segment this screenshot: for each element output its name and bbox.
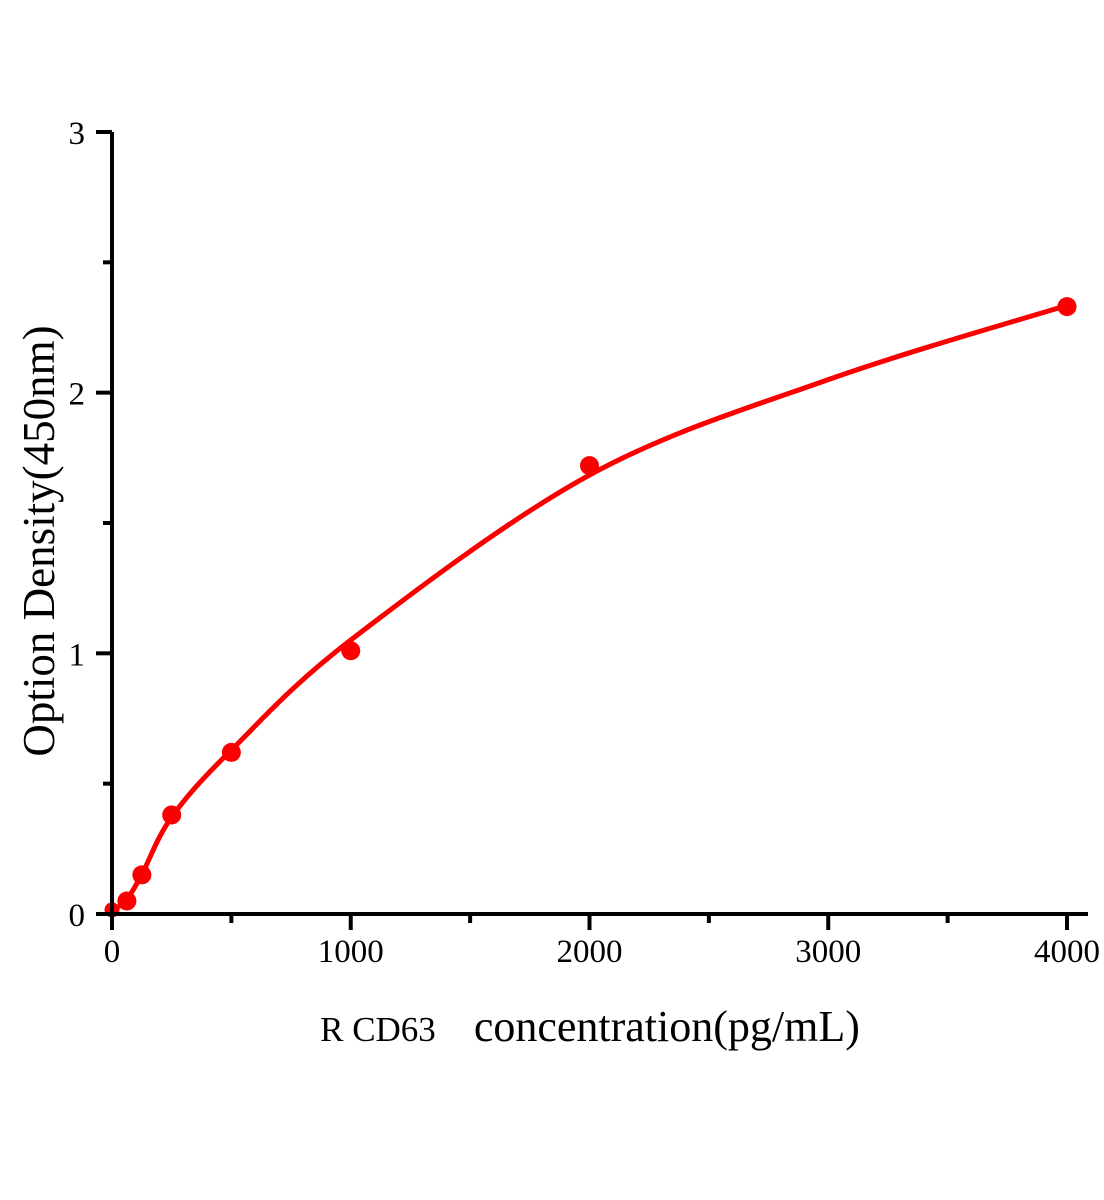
data-point-1000 <box>341 641 361 661</box>
x-axis-title-main: concentration(pg/mL) <box>474 1002 860 1051</box>
data-point-250 <box>162 805 182 825</box>
data-point-500 <box>221 742 241 762</box>
y-tick-label-3: 3 <box>69 116 86 152</box>
y-tick-label-2: 2 <box>69 377 86 413</box>
x-tick-label-0: 0 <box>104 934 121 970</box>
x-axis-title: R CD63 concentration(pg/mL) <box>320 1002 860 1051</box>
axes-layer <box>96 130 1088 930</box>
data-point-2000 <box>580 456 599 476</box>
x-axis-title-prefix: R CD63 <box>320 1010 436 1049</box>
tick-label-layer: 0 1000 2000 3000 4000 0 1 2 3 <box>69 116 1101 970</box>
y-tick-label-1: 1 <box>69 637 86 673</box>
x-tick-label-3000: 3000 <box>795 934 861 970</box>
data-point-125 <box>132 865 152 885</box>
data-point-4000 <box>1057 297 1077 317</box>
series-layer <box>104 297 1077 918</box>
y-axis-title: Option Density(450nm) <box>14 325 64 756</box>
x-tick-label-1000: 1000 <box>318 934 384 970</box>
y-tick-label-0: 0 <box>69 898 86 934</box>
x-tick-label-2000: 2000 <box>557 934 623 970</box>
x-tick-label-4000: 4000 <box>1034 934 1100 970</box>
data-point-62.5 <box>117 891 137 911</box>
fitted-curve <box>109 302 1070 914</box>
